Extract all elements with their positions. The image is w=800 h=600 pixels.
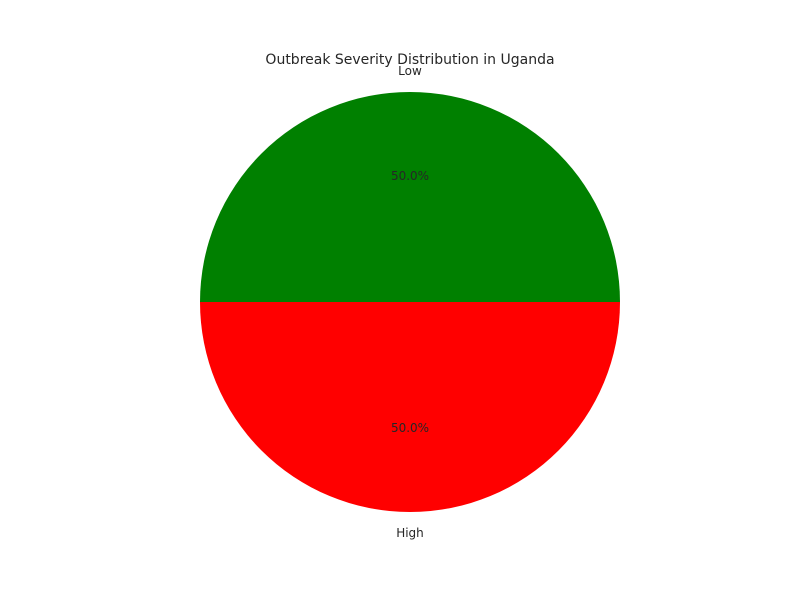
- chart-title: Outbreak Severity Distribution in Uganda: [265, 52, 554, 68]
- pie-category-label-high: High: [396, 526, 424, 540]
- pie-percent-label-low: 50.0%: [391, 169, 429, 183]
- pie-slices: [200, 92, 620, 512]
- pie-slice-low: [200, 92, 620, 302]
- pie-labels: 50.0% Low 50.0% High: [391, 64, 429, 540]
- pie-percent-label-high: 50.0%: [391, 421, 429, 435]
- pie-slice-high: [200, 302, 620, 512]
- pie-category-label-low: Low: [398, 64, 422, 78]
